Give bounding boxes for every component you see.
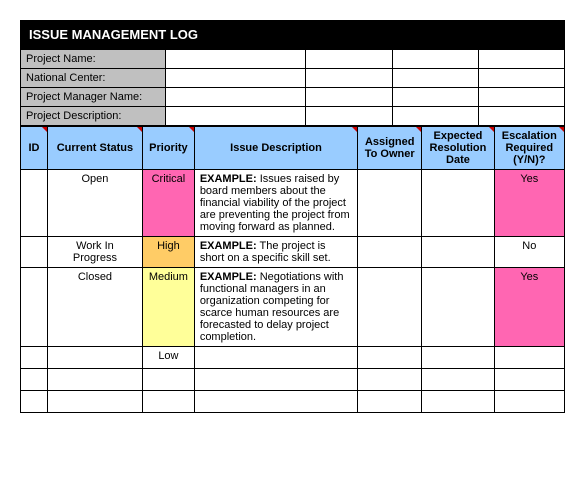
meta-blank xyxy=(306,88,392,107)
meta-label: Project Name: xyxy=(21,50,166,69)
cell-desc[interactable]: EXAMPLE: The project is short on a speci… xyxy=(194,237,357,268)
cell-owner[interactable] xyxy=(358,268,422,347)
cell-priority[interactable]: High xyxy=(143,237,195,268)
header-priority: Priority xyxy=(143,127,195,170)
meta-blank xyxy=(392,107,478,126)
header-desc: Issue Description xyxy=(194,127,357,170)
cell-id[interactable] xyxy=(21,268,48,347)
cell-priority[interactable]: Low xyxy=(143,347,195,369)
meta-value[interactable] xyxy=(166,107,306,126)
cell-id[interactable] xyxy=(21,347,48,369)
desc-prefix: EXAMPLE: xyxy=(200,173,257,185)
meta-blank xyxy=(392,88,478,107)
cell-date[interactable] xyxy=(422,237,494,268)
issue-log-container: ISSUE MANAGEMENT LOG Project Name:Nation… xyxy=(20,20,565,413)
meta-blank xyxy=(478,50,564,69)
meta-blank xyxy=(478,88,564,107)
meta-value[interactable] xyxy=(166,88,306,107)
table-row: Work In ProgressHighEXAMPLE: The project… xyxy=(21,237,565,268)
meta-label: National Center: xyxy=(21,69,166,88)
cell-date[interactable] xyxy=(422,391,494,413)
cell-date[interactable] xyxy=(422,369,494,391)
cell-desc[interactable]: EXAMPLE: Negotiations with functional ma… xyxy=(194,268,357,347)
issues-table: ID Current Status Priority Issue Descrip… xyxy=(20,126,565,413)
cell-owner[interactable] xyxy=(358,237,422,268)
header-esc: Escalation Required (Y/N)? xyxy=(494,127,564,170)
header-id: ID xyxy=(21,127,48,170)
cell-id[interactable] xyxy=(21,237,48,268)
cell-desc[interactable] xyxy=(194,369,357,391)
meta-blank xyxy=(478,107,564,126)
cell-id[interactable] xyxy=(21,170,48,237)
cell-status[interactable]: Open xyxy=(47,170,142,237)
page-title: ISSUE MANAGEMENT LOG xyxy=(20,20,565,49)
cell-esc[interactable]: No xyxy=(494,237,564,268)
meta-label: Project Description: xyxy=(21,107,166,126)
meta-value[interactable] xyxy=(166,50,306,69)
cell-esc[interactable] xyxy=(494,391,564,413)
cell-owner[interactable] xyxy=(358,170,422,237)
meta-row: National Center: xyxy=(21,69,565,88)
meta-blank xyxy=(306,107,392,126)
cell-esc[interactable] xyxy=(494,347,564,369)
meta-blank xyxy=(392,50,478,69)
cell-status[interactable] xyxy=(47,369,142,391)
cell-status[interactable] xyxy=(47,391,142,413)
meta-blank xyxy=(392,69,478,88)
cell-priority[interactable] xyxy=(143,391,195,413)
table-row: Low xyxy=(21,347,565,369)
cell-priority[interactable]: Critical xyxy=(143,170,195,237)
header-status: Current Status xyxy=(47,127,142,170)
desc-prefix: EXAMPLE: xyxy=(200,271,257,283)
meta-row: Project Description: xyxy=(21,107,565,126)
meta-label: Project Manager Name: xyxy=(21,88,166,107)
cell-desc[interactable]: EXAMPLE: Issues raised by board members … xyxy=(194,170,357,237)
meta-blank xyxy=(306,69,392,88)
cell-desc[interactable] xyxy=(194,391,357,413)
cell-desc[interactable] xyxy=(194,347,357,369)
header-owner: Assigned To Owner xyxy=(358,127,422,170)
table-row: ClosedMediumEXAMPLE: Negotiations with f… xyxy=(21,268,565,347)
cell-owner[interactable] xyxy=(358,347,422,369)
desc-prefix: EXAMPLE: xyxy=(200,240,257,252)
cell-id[interactable] xyxy=(21,391,48,413)
meta-blank xyxy=(478,69,564,88)
table-row xyxy=(21,391,565,413)
cell-id[interactable] xyxy=(21,369,48,391)
cell-date[interactable] xyxy=(422,347,494,369)
cell-status[interactable]: Closed xyxy=(47,268,142,347)
meta-blank xyxy=(306,50,392,69)
meta-row: Project Manager Name: xyxy=(21,88,565,107)
header-date: Expected Resolution Date xyxy=(422,127,494,170)
cell-date[interactable] xyxy=(422,170,494,237)
cell-status[interactable] xyxy=(47,347,142,369)
cell-status[interactable]: Work In Progress xyxy=(47,237,142,268)
header-row: ID Current Status Priority Issue Descrip… xyxy=(21,127,565,170)
cell-esc[interactable] xyxy=(494,369,564,391)
cell-owner[interactable] xyxy=(358,391,422,413)
cell-esc[interactable]: Yes xyxy=(494,170,564,237)
table-row: OpenCriticalEXAMPLE: Issues raised by bo… xyxy=(21,170,565,237)
meta-row: Project Name: xyxy=(21,50,565,69)
table-row xyxy=(21,369,565,391)
cell-esc[interactable]: Yes xyxy=(494,268,564,347)
cell-priority[interactable]: Medium xyxy=(143,268,195,347)
meta-table: Project Name:National Center:Project Man… xyxy=(20,49,565,126)
cell-owner[interactable] xyxy=(358,369,422,391)
cell-date[interactable] xyxy=(422,268,494,347)
meta-value[interactable] xyxy=(166,69,306,88)
cell-priority[interactable] xyxy=(143,369,195,391)
